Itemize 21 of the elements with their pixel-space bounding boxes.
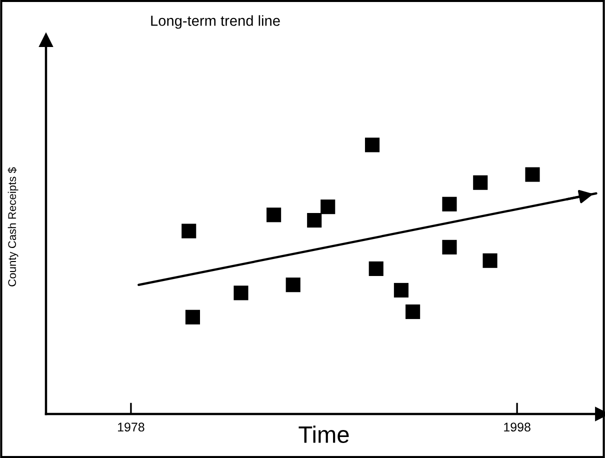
point [473,175,488,190]
point [307,212,322,228]
point [286,278,300,292]
point [394,282,409,298]
point [406,304,420,320]
x-axis-title: Time [298,426,349,443]
point [234,286,248,300]
x-tick-label: 1998 [504,422,530,432]
point [185,310,200,324]
point [525,167,540,182]
y-axis-title: County Cash Receipts $ [8,167,18,286]
point [364,138,380,152]
chart-title: Long-term trend line [151,15,280,29]
point [320,200,336,214]
x-tick-label: 1978 [118,422,144,432]
point [266,208,282,222]
point [368,261,384,276]
point [182,224,196,238]
point [442,240,457,254]
point [442,196,457,212]
point [482,253,498,268]
